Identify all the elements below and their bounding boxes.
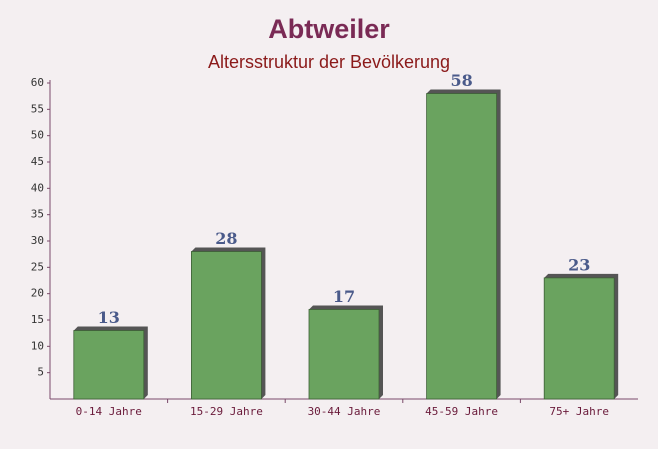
value-label: 23 <box>568 255 590 274</box>
bar <box>308 309 380 400</box>
value-label: 13 <box>98 308 120 327</box>
bar <box>190 251 262 400</box>
y-tick-label: 25 <box>31 260 44 273</box>
y-tick-label: 30 <box>31 234 44 247</box>
bar <box>543 277 615 400</box>
y-tick-label: 35 <box>31 208 44 221</box>
y-tick-label: 40 <box>31 181 44 194</box>
x-tick-label: 15-29 Jahre <box>190 405 263 418</box>
bar <box>426 93 498 400</box>
value-label: 17 <box>333 287 355 306</box>
y-tick-label: 60 <box>31 76 44 89</box>
value-label: 28 <box>215 229 237 248</box>
bar <box>73 330 145 400</box>
chart-title: Abtweiler <box>268 14 390 44</box>
y-tick-label: 20 <box>31 287 44 300</box>
y-tick-label: 10 <box>31 339 44 352</box>
y-tick-label: 5 <box>37 366 44 379</box>
x-tick-label: 0-14 Jahre <box>76 405 142 418</box>
y-tick-label: 50 <box>31 129 44 142</box>
value-label: 58 <box>450 71 472 90</box>
y-tick-label: 55 <box>31 102 44 115</box>
y-tick-label: 15 <box>31 313 44 326</box>
x-tick-label: 75+ Jahre <box>549 405 609 418</box>
y-tick-label: 45 <box>31 155 44 168</box>
x-tick-label: 45-59 Jahre <box>425 405 498 418</box>
chart-subtitle: Altersstruktur der Bevölkerung <box>208 52 450 72</box>
x-tick-label: 30-44 Jahre <box>308 405 381 418</box>
